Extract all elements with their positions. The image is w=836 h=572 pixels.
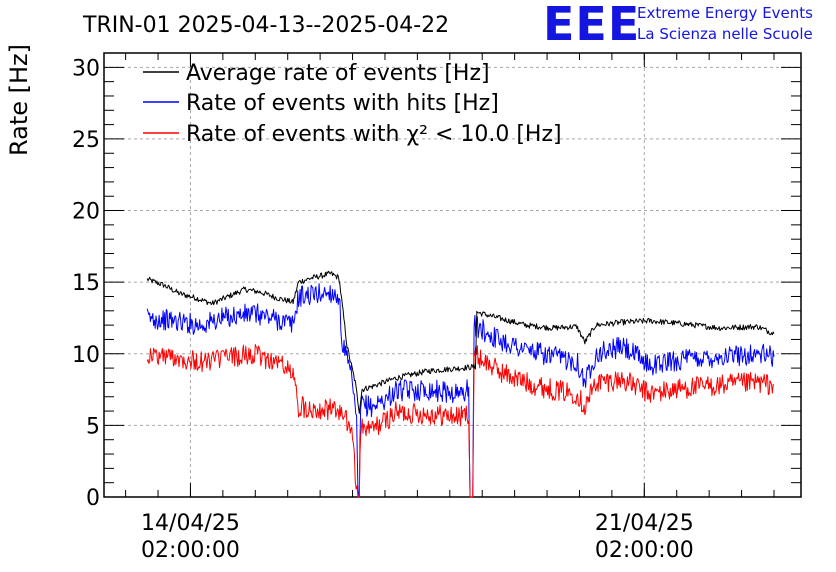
legend-label-chi2: Rate of events with χ² < 10.0 [Hz] <box>186 122 562 147</box>
y-tick-label: 0 <box>86 486 100 511</box>
x-tick-label-date: 14/04/25 <box>141 511 240 536</box>
legend: Average rate of events [Hz] Rate of even… <box>143 61 562 147</box>
y-axis-label: Rate [Hz] <box>5 44 33 156</box>
x-tick-label-time: 02:00:00 <box>141 538 240 563</box>
logo-subtitle-line2: La Scienza nelle Scuole <box>637 25 813 43</box>
series-line-1 <box>146 283 775 498</box>
x-tick-label-date: 21/04/25 <box>595 511 694 536</box>
y-tick-label: 25 <box>72 128 100 153</box>
series-line-0 <box>146 270 775 414</box>
axis-ticks: 05101520253014/04/2502:00:0021/04/2502:0… <box>72 52 801 563</box>
y-tick-label: 5 <box>86 414 100 439</box>
series-line-2 <box>146 343 775 498</box>
logo-subtitle-line1: Extreme Energy Events <box>637 4 813 22</box>
x-tick-label-time: 02:00:00 <box>595 538 694 563</box>
grid <box>104 53 801 497</box>
series-layer <box>146 270 775 498</box>
y-tick-label: 20 <box>72 200 100 225</box>
legend-label-average: Average rate of events [Hz] <box>186 61 490 86</box>
plot-frame <box>103 52 802 498</box>
eee-logo: EEE <box>543 0 640 51</box>
legend-label-hits: Rate of events with hits [Hz] <box>186 91 499 116</box>
y-tick-label: 10 <box>72 343 100 368</box>
y-tick-label: 30 <box>72 56 100 81</box>
chart-title: TRIN-01 2025-04-13--2025-04-22 <box>82 13 449 38</box>
y-tick-label: 15 <box>72 271 100 296</box>
